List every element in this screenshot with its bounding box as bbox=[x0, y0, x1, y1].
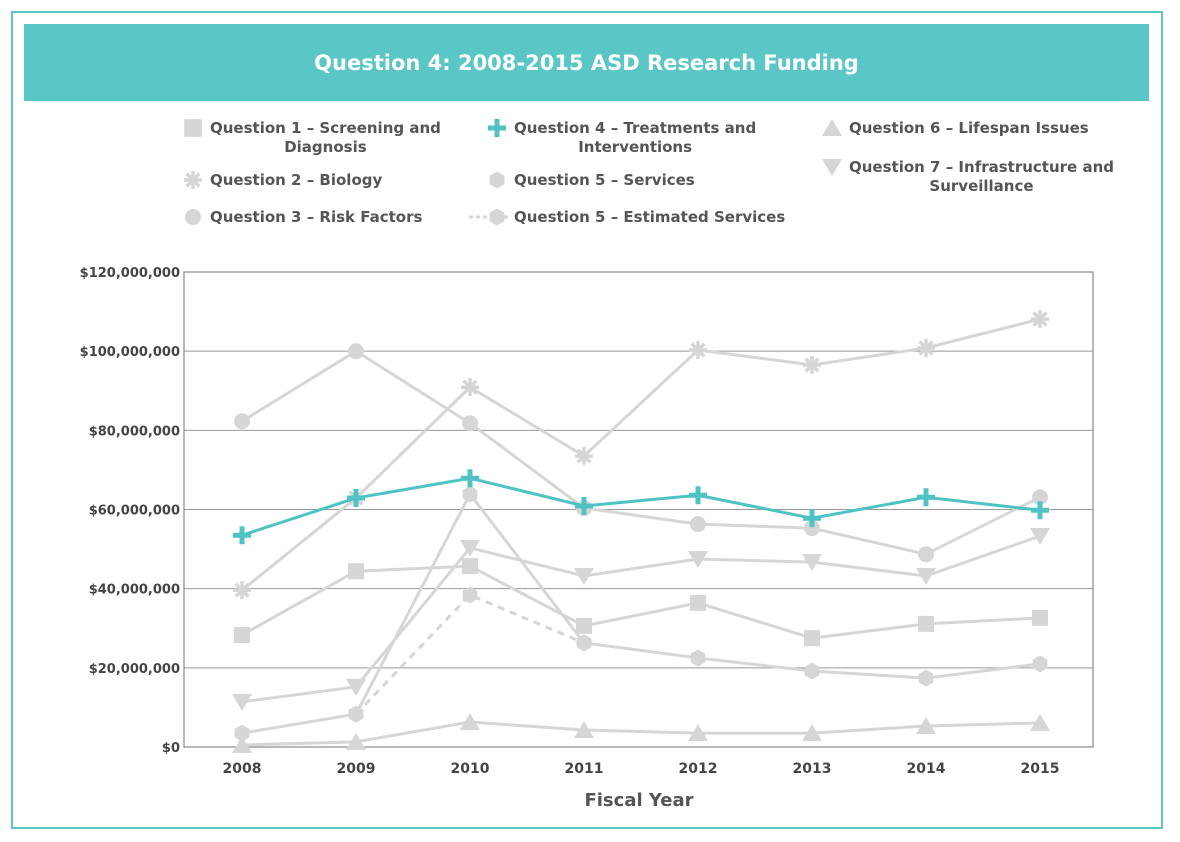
legend-label: Question 5 – Estimated Services bbox=[514, 208, 785, 227]
legend-item: Question 4 – Treatments and Interventions bbox=[514, 119, 756, 157]
legend-label-line: Question 4 – Treatments and bbox=[514, 119, 757, 137]
legend-label: Question 2 – Biology bbox=[210, 171, 382, 190]
legend-label-line: Question 1 – Screening and bbox=[210, 119, 441, 137]
chart-title: Question 4: 2008-2015 ASD Research Fundi… bbox=[24, 24, 1149, 101]
legend-item: Question 7 – Infrastructure and Surveilla… bbox=[849, 158, 1114, 196]
legend-label: Question 7 – Infrastructure and Surveilla… bbox=[849, 158, 1114, 196]
legend-label: Question 6 – Lifespan Issues bbox=[849, 119, 1089, 138]
legend-triangle-down-icon bbox=[822, 159, 842, 176]
legend-hexagon-icon bbox=[489, 171, 505, 189]
legend-plus-icon bbox=[488, 119, 506, 137]
legend-square-icon bbox=[184, 119, 202, 137]
legend-label: Question 4 – Treatments and Interventions bbox=[514, 119, 756, 157]
legend-label-line: Question 5 – Estimated Services bbox=[514, 208, 786, 226]
chart-frame bbox=[11, 11, 1163, 829]
legend-item: Question 1 – Screening and Diagnosis bbox=[210, 119, 441, 157]
legend-label-line: Question 5 – Services bbox=[514, 171, 695, 189]
legend-item: Question 5 – Services bbox=[514, 171, 695, 190]
legend-item: Question 3 – Risk Factors bbox=[210, 208, 422, 227]
legend-label-line: Diagnosis bbox=[284, 138, 367, 156]
legend-label-line: Question 3 – Risk Factors bbox=[210, 208, 423, 226]
legend-label: Question 1 – Screening and Diagnosis bbox=[210, 119, 441, 157]
legend-circle-icon bbox=[185, 209, 201, 225]
legend-label: Question 5 – Services bbox=[514, 171, 695, 190]
legend-label-line: Question 7 – Infrastructure and bbox=[849, 158, 1114, 176]
legend-triangle-up-icon bbox=[822, 119, 842, 136]
legend-label: Question 3 – Risk Factors bbox=[210, 208, 422, 227]
legend-label-line: Question 6 – Lifespan Issues bbox=[849, 119, 1089, 137]
legend-label-line: Interventions bbox=[578, 138, 693, 156]
legend-item: Question 6 – Lifespan Issues bbox=[849, 119, 1089, 138]
legend-item: Question 2 – Biology bbox=[210, 171, 382, 190]
legend-item: Question 5 – Estimated Services bbox=[514, 208, 785, 227]
legend-asterisk-icon bbox=[184, 171, 202, 189]
legend-label-line: Surveillance bbox=[929, 177, 1034, 195]
legend-label-line: Question 2 – Biology bbox=[210, 171, 383, 189]
legend-hexagon-icon bbox=[489, 208, 505, 226]
